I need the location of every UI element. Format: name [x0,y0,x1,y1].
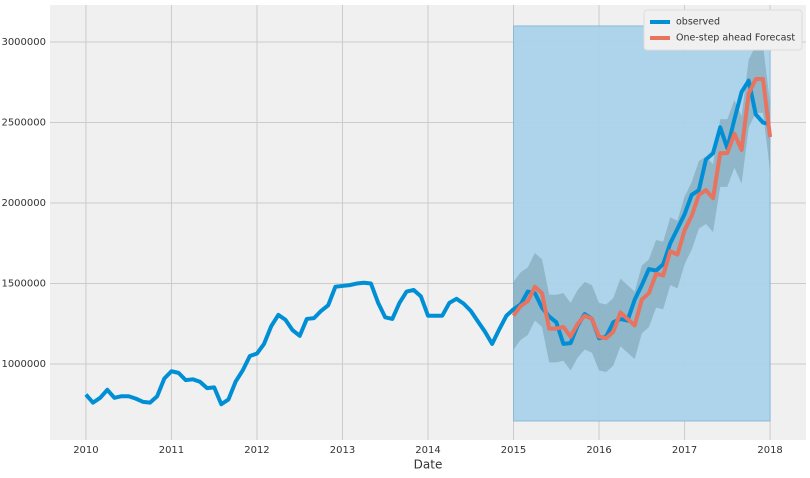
y-tick-label: 2500000 [1,118,46,129]
x-tick-label: 2016 [586,445,611,456]
legend-label: One-step ahead Forecast [676,33,795,44]
x-tick-label: 2011 [159,445,184,456]
y-tick-label: 1500000 [1,279,46,290]
x-tick-label: 2013 [330,445,355,456]
marks [84,25,773,422]
y-tick-label: 2000000 [1,198,46,209]
x-axis-label: Date [414,458,443,472]
x-tick-label: 2018 [757,445,782,456]
legend-label: observed [676,17,720,28]
y-tick-label: 3000000 [1,37,46,48]
confidence-band [513,45,771,373]
y-tick-label: 1000000 [1,359,46,370]
series-line [84,78,771,407]
x-tick-label: 2014 [415,445,440,456]
x-tick-label: 2015 [501,445,526,456]
forecast-region [513,25,771,422]
x-tick-label: 2012 [244,445,269,456]
x-tick-label: 2010 [73,445,98,456]
series-line [511,77,773,341]
legend-box [643,9,803,51]
x-tick-label: 2017 [672,445,697,456]
legend: observed One-step ahead Forecast [643,9,803,51]
